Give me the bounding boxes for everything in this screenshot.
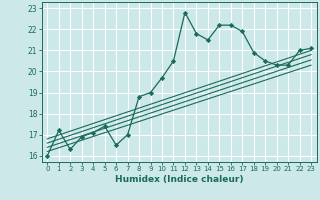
X-axis label: Humidex (Indice chaleur): Humidex (Indice chaleur) (115, 175, 244, 184)
